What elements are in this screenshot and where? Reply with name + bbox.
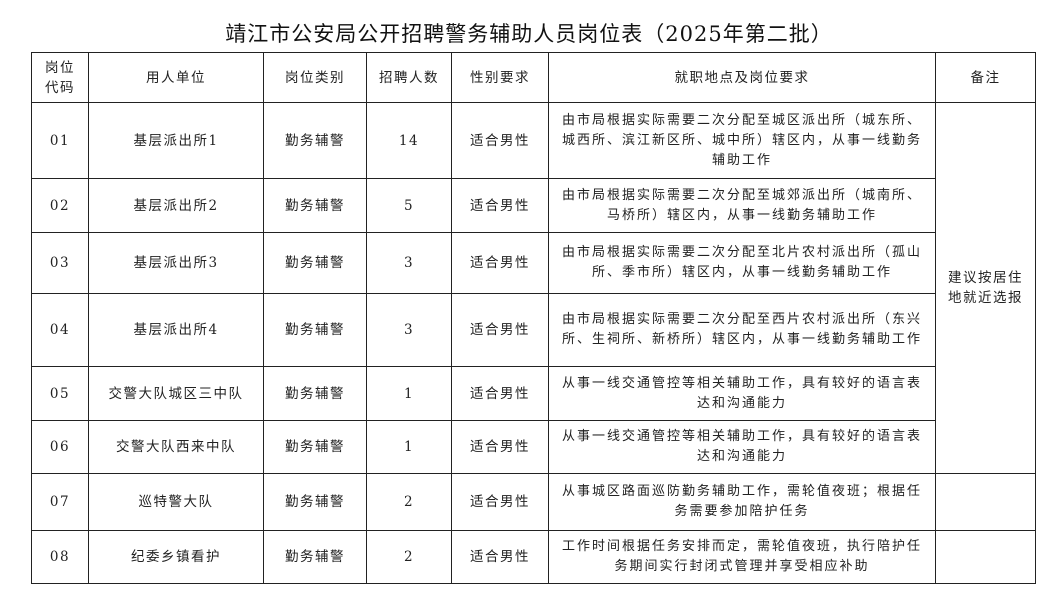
- cell-category: 勤务辅警: [263, 178, 367, 233]
- table-row: 04 基层派出所4 勤务辅警 3 适合男性 由市局根据实际需要二次分配至西片农村…: [31, 293, 1036, 367]
- cell-count: 1: [366, 420, 452, 474]
- cell-requirement: 由市局根据实际需要二次分配至城区派出所（城东所、城西所、滨江新区所、城中所）辖区…: [548, 102, 936, 179]
- cell-category: 勤务辅警: [263, 366, 367, 421]
- cell-requirement: 工作时间根据任务安排而定，需轮值夜班，执行陪护任务期间实行封闭式管理并享受相应补…: [548, 530, 936, 584]
- cell-unit: 交警大队西来中队: [88, 420, 264, 474]
- header-requirement: 就职地点及岗位要求: [548, 52, 936, 103]
- header-gender: 性别要求: [451, 52, 549, 103]
- table-row: 07 巡特警大队 勤务辅警 2 适合男性 从事城区路面巡防勤务辅助工作，需轮值夜…: [31, 473, 1036, 531]
- cell-code: 03: [31, 232, 89, 294]
- cell-code: 08: [31, 530, 89, 584]
- cell-gender: 适合男性: [451, 530, 549, 584]
- cell-code: 07: [31, 473, 89, 531]
- table-row: 08 纪委乡镇看护 勤务辅警 2 适合男性 工作时间根据任务安排而定，需轮值夜班…: [31, 530, 1036, 584]
- cell-code: 01: [31, 102, 89, 179]
- header-category: 岗位类别: [263, 52, 367, 103]
- cell-code: 04: [31, 293, 89, 367]
- cell-code: 02: [31, 178, 89, 233]
- cell-count: 2: [366, 530, 452, 584]
- header-unit: 用人单位: [88, 52, 264, 103]
- cell-unit: 交警大队城区三中队: [88, 366, 264, 421]
- table-row: 02 基层派出所2 勤务辅警 5 适合男性 由市局根据实际需要二次分配至城郊派出…: [31, 178, 1036, 233]
- cell-unit: 巡特警大队: [88, 473, 264, 531]
- header-code: 岗位代码: [31, 52, 89, 103]
- cell-gender: 适合男性: [451, 366, 549, 421]
- cell-gender: 适合男性: [451, 293, 549, 367]
- cell-unit: 基层派出所4: [88, 293, 264, 367]
- cell-unit: 基层派出所3: [88, 232, 264, 294]
- cell-category: 勤务辅警: [263, 102, 367, 179]
- cell-gender: 适合男性: [451, 473, 549, 531]
- cell-remark-empty: [935, 473, 1036, 531]
- header-remark: 备注: [935, 52, 1036, 103]
- cell-category: 勤务辅警: [263, 232, 367, 294]
- header-count: 招聘人数: [366, 52, 452, 103]
- cell-gender: 适合男性: [451, 178, 549, 233]
- page-title: 靖江市公安局公开招聘警务辅助人员岗位表（2025年第二批）: [225, 22, 833, 46]
- cell-unit: 基层派出所2: [88, 178, 264, 233]
- cell-requirement: 由市局根据实际需要二次分配至城郊派出所（城南所、马桥所）辖区内，从事一线勤务辅助…: [548, 178, 936, 233]
- cell-requirement: 由市局根据实际需要二次分配至西片农村派出所（东兴所、生祠所、新桥所）辖区内，从事…: [548, 293, 936, 367]
- table-row: 01 基层派出所1 勤务辅警 14 适合男性 由市局根据实际需要二次分配至城区派…: [31, 102, 1036, 474]
- table-row: 05 交警大队城区三中队 勤务辅警 1 适合男性 从事一线交通管控等相关辅助工作…: [31, 366, 1036, 421]
- cell-requirement: 从事一线交通管控等相关辅助工作，具有较好的语言表达和沟通能力: [548, 366, 936, 421]
- cell-category: 勤务辅警: [263, 293, 367, 367]
- table-row: 06 交警大队西来中队 勤务辅警 1 适合男性 从事一线交通管控等相关辅助工作，…: [31, 420, 1036, 474]
- cell-requirement: 由市局根据实际需要二次分配至北片农村派出所（孤山所、季市所）辖区内，从事一线勤务…: [548, 232, 936, 294]
- cell-requirement: 从事城区路面巡防勤务辅助工作，需轮值夜班；根据任务需要参加陪护任务: [548, 473, 936, 531]
- cell-remark: 建议按居住地就近选报: [935, 102, 1036, 474]
- cell-remark-empty: [935, 530, 1036, 584]
- cell-unit: 基层派出所1: [88, 102, 264, 179]
- cell-count: 5: [366, 178, 452, 233]
- cell-gender: 适合男性: [451, 102, 549, 179]
- cell-count: 3: [366, 232, 452, 294]
- cell-category: 勤务辅警: [263, 530, 367, 584]
- cell-code: 06: [31, 420, 89, 474]
- cell-count: 3: [366, 293, 452, 367]
- cell-count: 1: [366, 366, 452, 421]
- cell-requirement: 从事一线交通管控等相关辅助工作，具有较好的语言表达和沟通能力: [548, 420, 936, 474]
- cell-unit: 纪委乡镇看护: [88, 530, 264, 584]
- cell-category: 勤务辅警: [263, 420, 367, 474]
- positions-table: 岗位代码 用人单位 岗位类别 招聘人数 性别要求 就职地点及岗位要求 备注 01…: [31, 52, 1036, 584]
- cell-count: 14: [366, 102, 452, 179]
- cell-code: 05: [31, 366, 89, 421]
- cell-gender: 适合男性: [451, 420, 549, 474]
- cell-category: 勤务辅警: [263, 473, 367, 531]
- cell-count: 2: [366, 473, 452, 531]
- header-row: 岗位代码 用人单位 岗位类别 招聘人数 性别要求 就职地点及岗位要求 备注: [31, 52, 1036, 103]
- cell-gender: 适合男性: [451, 232, 549, 294]
- table-row: 03 基层派出所3 勤务辅警 3 适合男性 由市局根据实际需要二次分配至北片农村…: [31, 232, 1036, 294]
